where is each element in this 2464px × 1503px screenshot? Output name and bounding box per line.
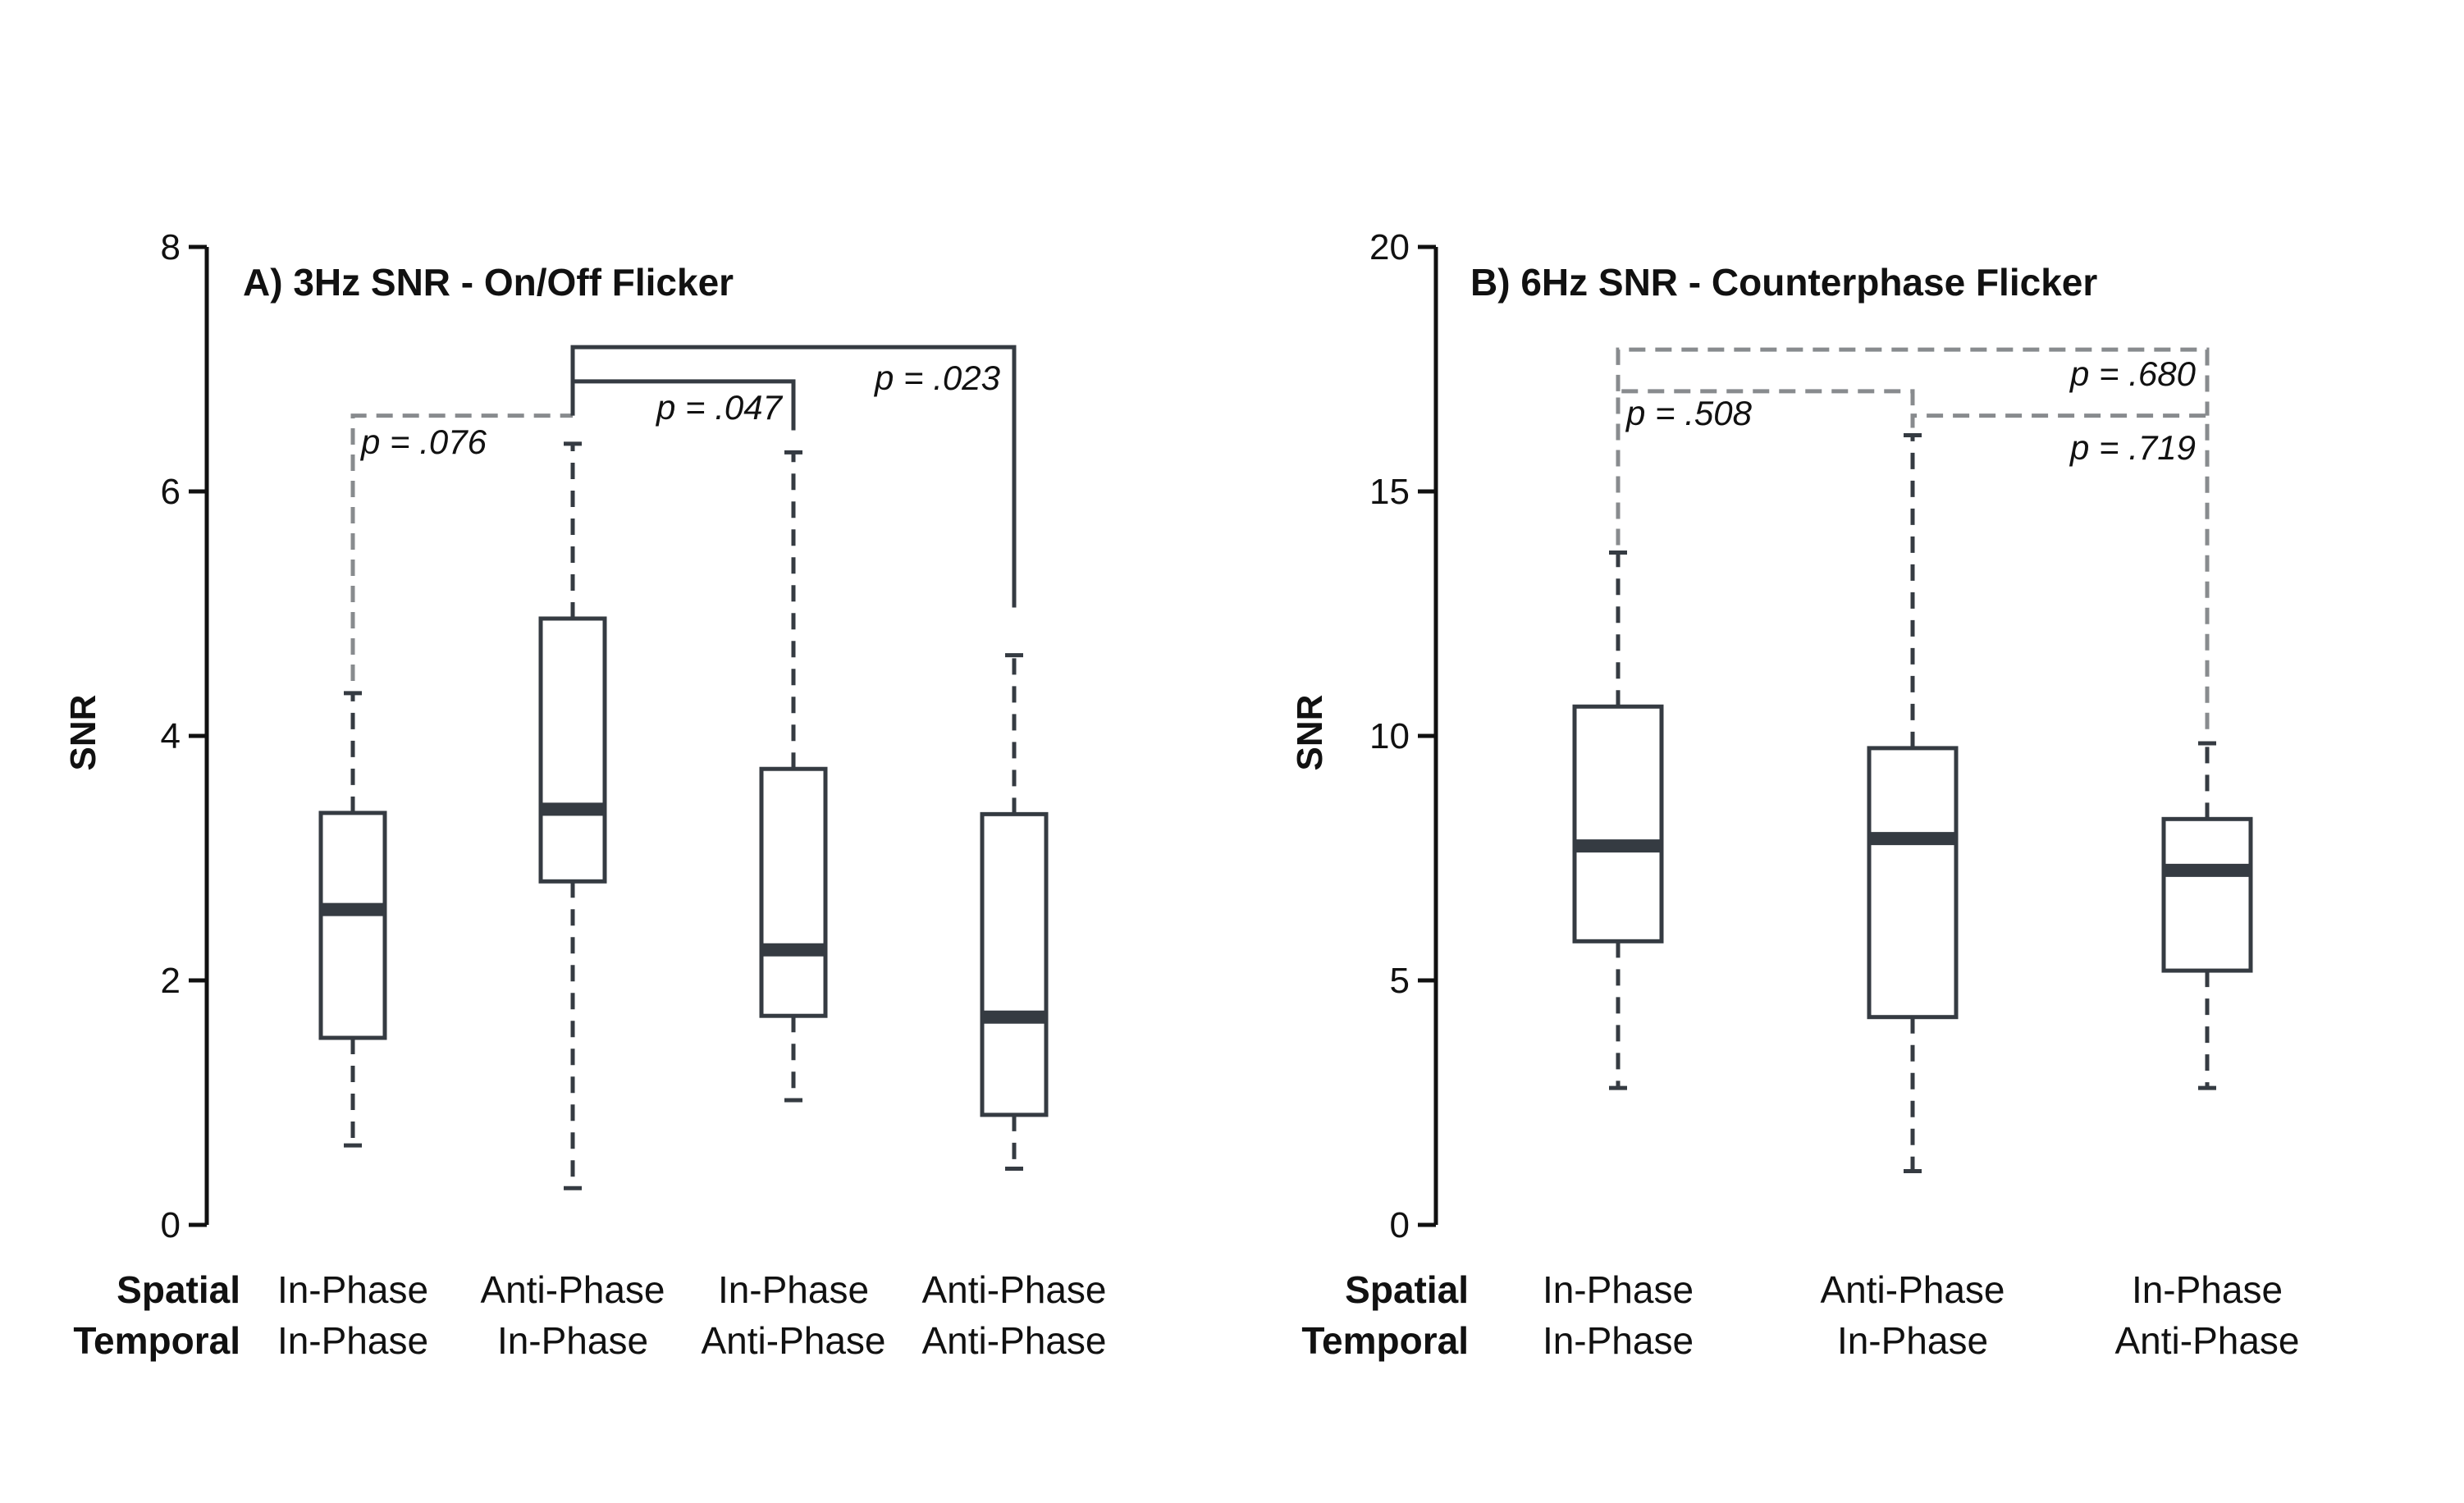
x-label-temporal: In-Phase — [277, 1319, 428, 1362]
box-iqr — [980, 811, 1049, 1117]
x-label-temporal: In-Phase — [497, 1319, 648, 1362]
x-label-spatial: In-Phase — [718, 1268, 869, 1311]
boxplot-1 — [1572, 550, 1664, 1090]
y-tick-label: 10 — [1369, 716, 1410, 756]
box-iqr — [538, 616, 607, 884]
x-label-temporal: Anti-Phase — [2114, 1319, 2299, 1362]
y-axis-label: SNR — [1290, 695, 1330, 771]
y-tick-label: 0 — [1390, 1205, 1410, 1245]
boxplot-1 — [318, 691, 387, 1148]
significance-bracket — [1616, 389, 1915, 546]
box-iqr — [318, 811, 387, 1040]
x-label-spatial: Anti-Phase — [1820, 1268, 2005, 1311]
y-tick-label: 8 — [161, 227, 181, 267]
boxplot-4 — [980, 653, 1049, 1171]
y-tick-label: 20 — [1369, 227, 1410, 267]
x-label-spatial: Anti-Phase — [480, 1268, 665, 1311]
y-tick-label: 0 — [161, 1205, 181, 1245]
x-category-labels: In-Phase In-Phase Anti-Phase In-Phase In-Pha… — [1543, 1268, 2300, 1362]
row-label-spatial: Spatial — [117, 1268, 240, 1311]
y-axis-label: SNR — [63, 695, 103, 771]
significance-bracket — [570, 345, 1017, 608]
x-label-temporal: In-Phase — [1837, 1319, 1988, 1362]
boxplot-2 — [1867, 432, 1959, 1173]
boxplot-2 — [538, 441, 607, 1190]
y-axis: 0 5 10 15 20 — [1369, 227, 1438, 1245]
x-label-temporal: Anti-Phase — [921, 1319, 1106, 1362]
box-iqr — [1867, 746, 1959, 1020]
p-value-label: p = .719 — [2069, 428, 2196, 467]
boxplot-3 — [2161, 741, 2253, 1090]
y-tick-label: 15 — [1369, 472, 1410, 512]
significance-bracket — [350, 413, 573, 681]
p-value-label: p = .508 — [1625, 394, 1753, 432]
box-iqr — [759, 766, 828, 1018]
box-iqr — [2161, 816, 2253, 973]
panel-b: 0 5 10 15 20 p = .508 p = .719 p = .680 B) 6Hz… — [1290, 227, 2300, 1362]
significance-brackets: p = .076 p = .047 p = .023 — [350, 345, 1017, 681]
chart-title: B) 6Hz SNR - Counterphase Flicker — [1470, 261, 2097, 304]
p-value-label: p = .023 — [873, 359, 1000, 397]
significance-brackets: p = .508 p = .719 p = .680 — [1616, 347, 2210, 736]
p-value-label: p = .047 — [655, 388, 784, 427]
x-label-spatial: In-Phase — [1543, 1268, 1694, 1311]
x-label-spatial: Anti-Phase — [921, 1268, 1106, 1311]
y-tick-label: 2 — [161, 961, 181, 1001]
boxplot-3 — [759, 450, 828, 1103]
row-label-spatial: Spatial — [1345, 1268, 1469, 1311]
boxplots — [1572, 432, 2253, 1173]
x-label-spatial: In-Phase — [277, 1268, 428, 1311]
y-axis: 0 2 4 6 8 — [161, 227, 209, 1245]
y-tick-label: 4 — [161, 716, 181, 756]
box-iqr — [1572, 704, 1664, 943]
x-label-temporal: Anti-Phase — [701, 1319, 885, 1362]
panel-a: 0 2 4 6 8 p = .076 p = .047 p = .023 A) 3Hz SN… — [63, 227, 1107, 1362]
boxplots — [318, 441, 1049, 1190]
chart-title: A) 3Hz SNR - On/Off Flicker — [243, 261, 734, 304]
p-value-label: p = .680 — [2069, 354, 2197, 393]
significance-bracket — [1910, 413, 2210, 736]
p-value-label: p = .076 — [359, 423, 487, 461]
row-label-temporal: Temporal — [1301, 1319, 1469, 1362]
x-label-temporal: In-Phase — [1543, 1319, 1694, 1362]
x-category-labels: In-Phase In-Phase Anti-Phase In-Phase In-Pha… — [277, 1268, 1107, 1362]
significance-bracket — [1616, 347, 2210, 416]
y-tick-label: 5 — [1390, 961, 1410, 1001]
significance-bracket — [570, 379, 796, 431]
y-tick-label: 6 — [161, 472, 181, 512]
row-label-temporal: Temporal — [73, 1319, 240, 1362]
x-label-spatial: In-Phase — [2132, 1268, 2283, 1311]
